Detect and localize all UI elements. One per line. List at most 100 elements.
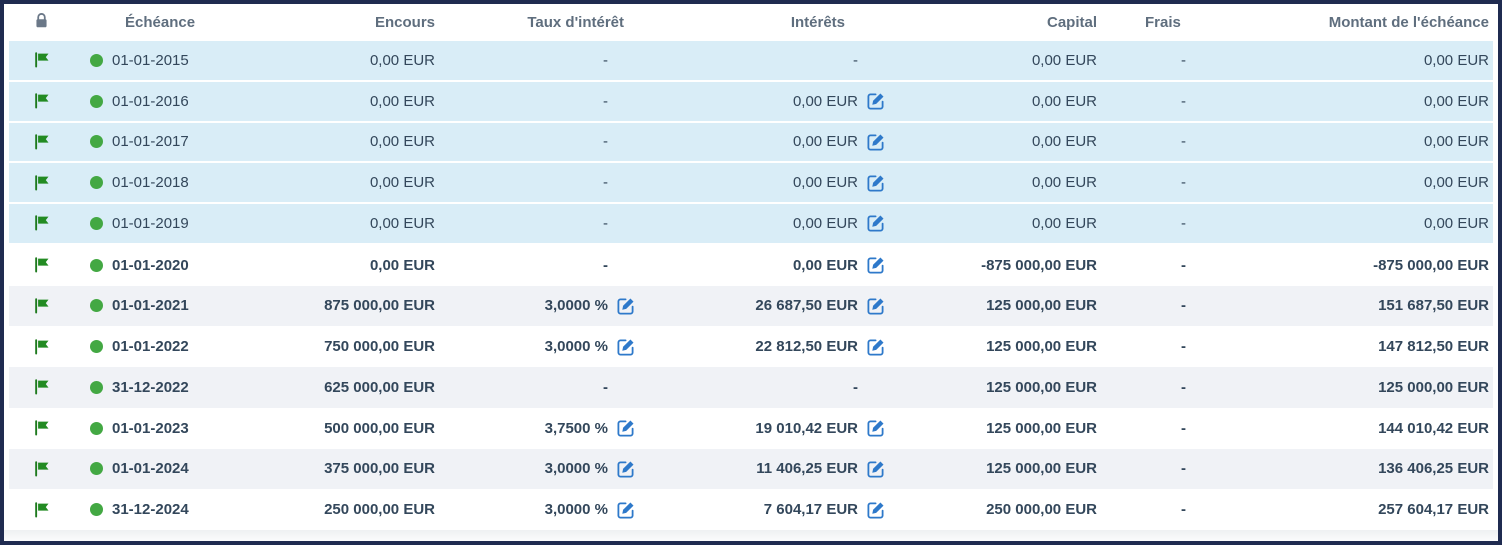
interets-cell: 19 010,42 EUR [645,418,895,438]
capital-value: 125 000,00 EUR [986,460,1097,478]
edit-taux-button[interactable] [616,459,636,479]
status-dot-icon [90,176,103,190]
montant-value: 257 604,17 EUR [1378,501,1489,519]
status-dot-icon [90,216,103,230]
status-dot-icon [90,258,103,272]
flag-cell [9,256,74,274]
taux-cell: - [443,255,645,275]
interets-value: - [853,378,858,396]
encours-value: 375 000,00 EUR [324,460,435,478]
montant-value: 151 687,50 EUR [1378,297,1489,315]
echeance-date: 01-01-2020 [112,256,189,274]
edit-taux-button[interactable] [616,296,636,316]
edit-interets-button[interactable] [866,173,886,193]
edit-taux-button[interactable] [616,418,636,438]
table-header-row: Échéance Encours Taux d'intérêt Intérêts… [9,4,1493,41]
echeance-date: 01-01-2024 [112,460,189,478]
flag-cell [9,51,74,69]
frais-value: - [1181,214,1186,232]
taux-value: - [603,214,608,232]
frais-value: - [1181,133,1186,151]
header-montant: Montant de l'échéance [1328,14,1489,31]
capital-value: 125 000,00 EUR [986,378,1097,396]
schedule-row: 01-01-2015 0,00 EUR - - 0,00 EUR - 0,00 [9,41,1493,82]
encours-value: 625 000,00 EUR [324,378,435,396]
taux-cell: 3,0000 % [443,500,645,520]
lock-icon [34,12,49,33]
echeance-date: 01-01-2015 [112,51,189,69]
taux-value: - [603,133,608,151]
date-cell: 01-01-2015 [74,52,249,69]
header-frais: Frais [1145,14,1181,31]
flag-cell [9,297,74,315]
taux-value: 3,0000 % [544,501,608,519]
schedule-row: 01-01-2022 750 000,00 EUR 3,0000 % 22 81… [9,326,1493,367]
edit-interets-button[interactable] [866,91,886,111]
flag-icon [33,501,51,519]
interets-cell: 0,00 EUR [645,255,895,275]
taux-value: 3,0000 % [544,460,608,478]
encours-value: 0,00 EUR [369,256,435,274]
header-interets: Intérêts [790,14,845,31]
flag-cell [9,460,74,478]
edit-interets-button[interactable] [866,500,886,520]
montant-value: 0,00 EUR [1423,214,1489,232]
frais-value: - [1181,501,1186,519]
taux-value: - [603,92,608,110]
taux-cell: 3,0000 % [443,296,645,316]
montant-value: 0,00 EUR [1423,174,1489,192]
capital-value: 0,00 EUR [1031,174,1097,192]
status-dot-icon [90,421,103,435]
schedule-row: 01-01-2021 875 000,00 EUR 3,0000 % 26 68… [9,285,1493,327]
taux-value: - [603,378,608,396]
capital-value: 125 000,00 EUR [986,338,1097,356]
taux-cell: - [443,173,645,193]
capital-value: 125 000,00 EUR [986,419,1097,437]
taux-value: 3,0000 % [544,297,608,315]
status-dot-icon [90,380,103,394]
capital-value: 0,00 EUR [1031,51,1097,69]
schedule-row: 01-01-2024 375 000,00 EUR 3,0000 % 11 40… [9,448,1493,490]
edit-interets-button[interactable] [866,213,886,233]
edit-interets-button[interactable] [866,459,886,479]
echeance-date: 01-01-2017 [112,133,189,151]
schedule-row: 01-01-2019 0,00 EUR - 0,00 EUR 0,00 EUR … [9,204,1493,245]
date-cell: 01-01-2022 [74,338,249,355]
taux-cell: - [443,132,645,152]
flag-icon [33,378,51,396]
table-body: 01-01-2015 0,00 EUR - - 0,00 EUR - 0,00 [9,41,1493,530]
header-echeance: Échéance [125,14,196,31]
flag-icon [33,297,51,315]
interets-cell: 11 406,25 EUR [645,459,895,479]
date-cell: 01-01-2024 [74,460,249,477]
flag-cell [9,338,74,356]
flag-cell [9,92,74,110]
montant-value: 0,00 EUR [1423,51,1489,69]
echeance-date: 01-01-2021 [112,297,189,315]
edit-taux-button[interactable] [616,337,636,357]
header-encours: Encours [374,14,435,31]
header-capital: Capital [1046,14,1097,31]
taux-value: - [603,51,608,69]
capital-value: 0,00 EUR [1031,92,1097,110]
flag-icon [33,256,51,274]
flag-icon [33,419,51,437]
interets-value: 0,00 EUR [792,174,858,192]
edit-interets-button[interactable] [866,418,886,438]
edit-interets-button[interactable] [866,255,886,275]
edit-interets-button[interactable] [866,337,886,357]
schedule-row: 01-01-2023 500 000,00 EUR 3,7500 % 19 01… [9,407,1493,449]
edit-taux-button[interactable] [616,500,636,520]
status-dot-icon [90,135,103,149]
encours-value: 0,00 EUR [369,51,435,69]
interets-cell: 0,00 EUR [645,173,895,193]
edit-interets-button[interactable] [866,296,886,316]
taux-value: - [603,256,608,274]
frais-value: - [1181,51,1186,69]
status-dot-icon [90,340,103,354]
interets-value: 0,00 EUR [792,92,858,110]
edit-interets-button[interactable] [866,132,886,152]
taux-cell: - [443,213,645,233]
montant-value: 0,00 EUR [1423,92,1489,110]
schedule-row: 01-01-2017 0,00 EUR - 0,00 EUR 0,00 EUR … [9,122,1493,164]
